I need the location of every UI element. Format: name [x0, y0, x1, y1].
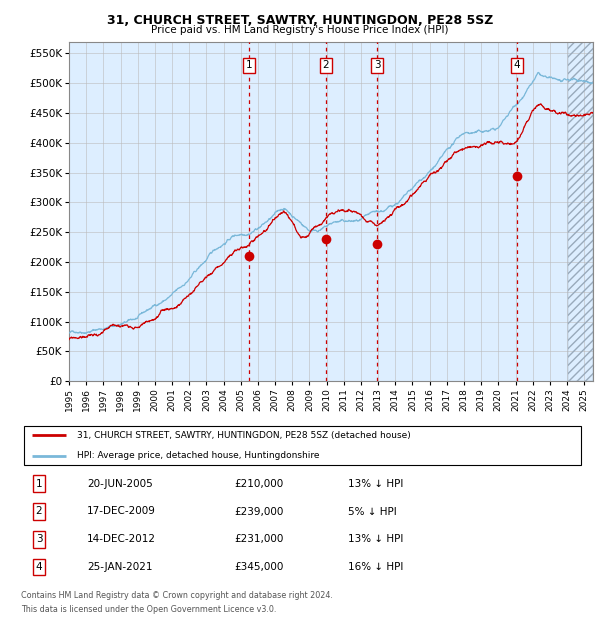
Text: 16% ↓ HPI: 16% ↓ HPI: [348, 562, 403, 572]
Text: 3: 3: [374, 60, 380, 71]
Text: 2: 2: [35, 507, 43, 516]
Text: 31, CHURCH STREET, SAWTRY, HUNTINGDON, PE28 5SZ (detached house): 31, CHURCH STREET, SAWTRY, HUNTINGDON, P…: [77, 431, 411, 440]
Text: £345,000: £345,000: [234, 562, 283, 572]
Text: HPI: Average price, detached house, Huntingdonshire: HPI: Average price, detached house, Hunt…: [77, 451, 320, 460]
Text: 3: 3: [35, 534, 43, 544]
FancyBboxPatch shape: [24, 426, 581, 464]
Text: This data is licensed under the Open Government Licence v3.0.: This data is licensed under the Open Gov…: [21, 604, 277, 614]
Text: 13% ↓ HPI: 13% ↓ HPI: [348, 479, 403, 489]
Text: 25-JAN-2021: 25-JAN-2021: [87, 562, 152, 572]
Text: Price paid vs. HM Land Registry's House Price Index (HPI): Price paid vs. HM Land Registry's House …: [151, 25, 449, 35]
Text: 2: 2: [323, 60, 329, 71]
Text: 1: 1: [245, 60, 252, 71]
Text: 1: 1: [35, 479, 43, 489]
Text: 13% ↓ HPI: 13% ↓ HPI: [348, 534, 403, 544]
Text: £239,000: £239,000: [234, 507, 283, 516]
Text: 4: 4: [35, 562, 43, 572]
Text: 20-JUN-2005: 20-JUN-2005: [87, 479, 153, 489]
Text: 14-DEC-2012: 14-DEC-2012: [87, 534, 156, 544]
Text: 4: 4: [514, 60, 520, 71]
Text: 5% ↓ HPI: 5% ↓ HPI: [348, 507, 397, 516]
Text: £210,000: £210,000: [234, 479, 283, 489]
Text: £231,000: £231,000: [234, 534, 283, 544]
Text: 17-DEC-2009: 17-DEC-2009: [87, 507, 156, 516]
Text: 31, CHURCH STREET, SAWTRY, HUNTINGDON, PE28 5SZ: 31, CHURCH STREET, SAWTRY, HUNTINGDON, P…: [107, 14, 493, 27]
Text: Contains HM Land Registry data © Crown copyright and database right 2024.: Contains HM Land Registry data © Crown c…: [21, 590, 333, 600]
